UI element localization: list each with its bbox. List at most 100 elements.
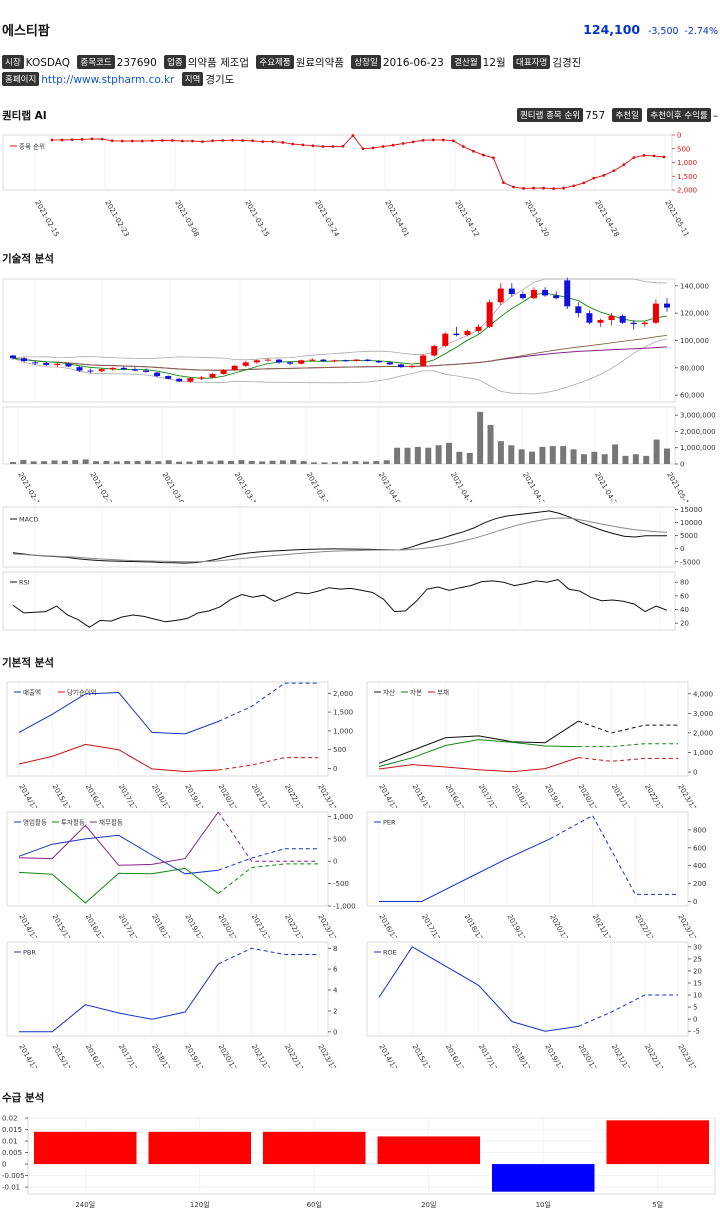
rank-tag: 퀀티랩 종목 순위	[516, 108, 584, 122]
rank-value: 757	[585, 110, 606, 122]
flow-section-title: 수급 분석	[2, 1092, 45, 1104]
x-tick-label: 2023/12	[676, 1043, 697, 1068]
macd-y-tick-label: 10000	[680, 519, 702, 527]
x-tick-label: 2018/12	[510, 1043, 531, 1068]
roe-chart: 30 25 20 15 10 5 0 -5 ROE 2014/12 2015/12 2016/12 20…	[366, 941, 702, 1068]
quantilab-summary: 퀀티랩 종목 순위 757 추천일 추천이후 수익률 –	[516, 108, 718, 122]
candle-body	[641, 322, 648, 325]
macd-chart: 15000 10000 5000 0 -5000 MACD	[2, 506, 702, 568]
x-tick-label: 2020/12	[217, 783, 238, 808]
legend-label: 투자활동	[61, 818, 85, 827]
rank-point	[441, 138, 445, 142]
rank-chart: 0 500 1,000 1,500 2,000 종목 순위 2021-02-15 2021-0…	[2, 132, 697, 239]
supply-x-tick-label: 20일	[421, 1200, 436, 1209]
candle-body	[54, 363, 61, 366]
rec-date-tag: 추천일	[612, 108, 642, 122]
volume-bar	[373, 461, 380, 464]
x-tick-label: 2015/12	[50, 1043, 71, 1068]
x-tick-label: 2018/12	[150, 783, 171, 808]
rsi-line	[12, 578, 668, 628]
x-tick-label: 2021-04-12	[449, 471, 476, 502]
rank-point	[130, 139, 134, 143]
x-tick-label: 2021-04-28	[593, 199, 620, 238]
rank-point	[522, 186, 525, 190]
balance-y-tick-label: 3,000	[693, 710, 713, 718]
rank-point	[542, 186, 546, 190]
supply-y-tick-label: 0.015	[2, 1126, 22, 1134]
pbr-y-tick-label: 2	[333, 1007, 337, 1015]
rank-y-tick-label: 1,000	[677, 159, 697, 167]
legend-label: 영업활동	[23, 818, 47, 827]
candle-body	[364, 359, 371, 361]
x-tick-label: 2020/12	[577, 783, 598, 808]
volume-y-tick-label: 2,000,000	[680, 428, 716, 436]
candle-body	[76, 367, 83, 371]
bollinger-lower	[12, 338, 668, 395]
candle-body	[276, 359, 283, 363]
supply-bar	[606, 1120, 709, 1165]
x-tick-label: 2019/12	[183, 783, 204, 808]
x-tick-label: 2020/12	[577, 1043, 598, 1068]
x-tick-label: 2022/12	[283, 783, 304, 808]
x-tick-label: 2017/12	[117, 1043, 138, 1068]
ma-mid	[12, 334, 668, 371]
x-tick-label: 2014/12	[17, 783, 38, 808]
rsi-y-tick-label: 20	[680, 620, 689, 628]
supply-bar	[492, 1164, 595, 1192]
rank-point	[451, 139, 455, 143]
rank-point	[471, 149, 475, 153]
sales-series-estimate	[218, 757, 318, 771]
volume-bar	[207, 461, 214, 464]
volume-bar	[653, 439, 660, 464]
x-tick-label: 2021/12	[250, 913, 271, 938]
homepage-link[interactable]: http://www.stpharm.co.kr	[41, 74, 175, 86]
x-tick-label: 2017/12	[477, 1043, 498, 1068]
volume-bar	[518, 449, 525, 464]
rank-point	[120, 139, 124, 143]
candle-body	[253, 360, 260, 363]
supply-y-tick-label: 0.005	[2, 1149, 22, 1157]
per-chart: 800 600 400 200 0 PER 2016/12 2017/12 2018/12 201…	[366, 811, 706, 938]
x-tick-label: 2021-04-01	[377, 471, 404, 502]
x-tick-label: 2015/12	[410, 1043, 431, 1068]
candle-body	[375, 361, 382, 363]
x-tick-label: 2016/12	[444, 783, 465, 808]
pbr-series-actual	[19, 963, 219, 1033]
candle-body	[143, 370, 150, 372]
volume-bar	[124, 461, 131, 464]
balance-series-actual	[378, 757, 579, 773]
roe-y-tick-label: 10	[693, 992, 702, 1000]
x-tick-label: 2020/12	[548, 913, 569, 938]
x-tick-label: 2022/12	[283, 1043, 304, 1068]
candle-body	[21, 358, 28, 361]
macd-y-tick-label: 5000	[680, 532, 698, 540]
rank-point	[592, 176, 596, 180]
candle-body	[442, 333, 449, 346]
x-tick-label: 2021-03-24	[313, 199, 341, 239]
rank-point	[371, 146, 375, 150]
plot-frame	[2, 278, 676, 403]
candle-body	[209, 373, 216, 378]
sales-y-tick-label: 1,500	[333, 709, 353, 717]
candle-y-tick-label: 140,000	[680, 282, 709, 290]
legend-label: 매출액	[23, 688, 41, 697]
return-tag: 추천이후 수익률	[647, 108, 711, 122]
candle-body	[597, 320, 604, 323]
supply-y-tick-label: -0.005	[2, 1172, 25, 1180]
region-tag: 지역	[181, 72, 204, 86]
rank-y-tick-label: 2,000	[677, 187, 697, 195]
x-tick-label: 2017/12	[117, 783, 138, 808]
x-tick-label: 2019/12	[505, 913, 526, 938]
volume-bar	[238, 460, 245, 464]
supply-x-tick-label: 5일	[652, 1200, 663, 1209]
volume-bar	[144, 460, 151, 464]
cashflow-series-actual	[18, 867, 219, 904]
roe-y-tick-label: 15	[693, 979, 702, 987]
roe-y-tick-label: 20	[693, 967, 702, 975]
volume-bar	[331, 462, 338, 464]
macd-series-line	[12, 517, 668, 563]
volume-bar	[186, 461, 193, 464]
volume-bar	[352, 461, 359, 464]
sales-series-actual	[18, 743, 219, 773]
volume-bar	[30, 461, 37, 464]
